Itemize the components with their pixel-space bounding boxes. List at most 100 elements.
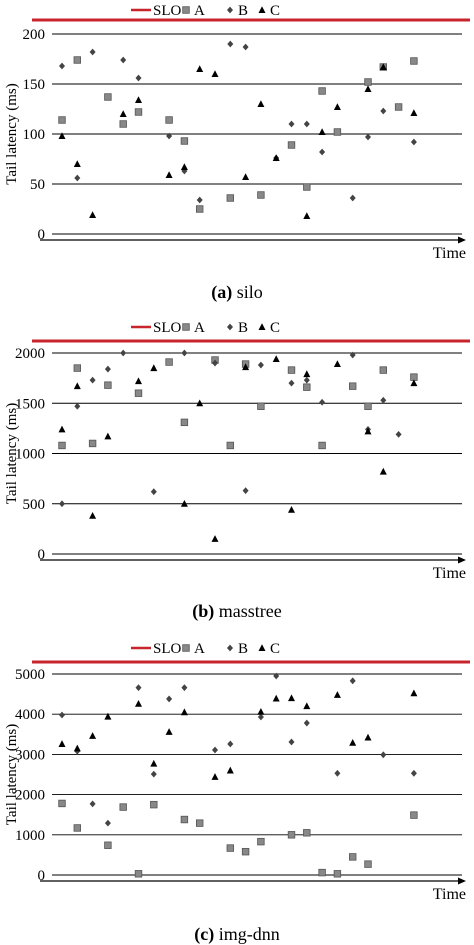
data-point	[288, 379, 295, 387]
legend-label: SLO	[153, 320, 182, 336]
data-point	[380, 751, 387, 759]
legend-triangle-swatch	[258, 323, 266, 330]
data-point	[365, 133, 371, 141]
data-point	[88, 439, 97, 448]
series-C	[58, 63, 418, 219]
data-point	[89, 211, 97, 218]
data-point	[410, 769, 417, 777]
caption: (c) img-dnn	[194, 924, 279, 945]
data-point	[333, 870, 342, 878]
data-point	[257, 707, 265, 715]
legend-label: B	[238, 641, 248, 657]
data-point	[73, 824, 81, 832]
data-point	[318, 87, 326, 95]
data-point	[257, 837, 265, 846]
data-point	[73, 56, 81, 64]
data-point	[318, 128, 326, 135]
data-point	[212, 359, 218, 367]
legend-label: A	[194, 320, 205, 336]
x-axis-arrow	[458, 877, 466, 885]
data-point	[181, 349, 188, 357]
data-point	[303, 120, 310, 128]
data-point	[257, 361, 264, 369]
data-point	[150, 364, 158, 372]
legend-label: A	[194, 641, 205, 657]
y-tick-label: 0	[38, 547, 46, 563]
data-point	[303, 719, 310, 727]
series-A	[58, 356, 418, 450]
data-point	[242, 43, 249, 51]
data-point	[380, 107, 387, 115]
data-point	[165, 728, 173, 735]
data-point	[89, 800, 96, 808]
data-point	[257, 100, 265, 107]
data-point	[150, 800, 158, 809]
data-point	[303, 383, 311, 391]
data-point	[333, 360, 341, 368]
x-axis-label: Time	[433, 886, 466, 903]
data-point	[288, 694, 295, 702]
legend-label: B	[238, 320, 248, 336]
data-point	[241, 847, 250, 856]
data-point	[349, 738, 357, 746]
data-point	[211, 70, 219, 77]
data-point	[150, 488, 157, 496]
data-point	[379, 366, 387, 374]
data-point	[89, 48, 96, 56]
data-point	[333, 691, 341, 698]
data-point	[318, 441, 326, 450]
data-point	[380, 396, 387, 404]
legend-triangle-swatch	[258, 644, 266, 651]
series-C	[58, 355, 418, 542]
data-point	[104, 365, 111, 373]
data-point	[180, 708, 188, 716]
legend-label: C	[270, 320, 280, 336]
data-point	[334, 769, 341, 777]
data-point	[303, 370, 311, 378]
caption-letter: (b)	[192, 601, 214, 622]
caption-text: silo	[232, 282, 263, 302]
legend-label: A	[194, 3, 205, 19]
data-point	[120, 56, 127, 64]
data-point	[119, 120, 127, 128]
data-point	[379, 63, 387, 70]
data-point	[89, 512, 97, 519]
caption-text: masstree	[214, 601, 281, 621]
data-point	[58, 740, 66, 747]
data-point	[135, 74, 142, 82]
data-point	[272, 154, 280, 161]
y-axis-label: Tail latency (ms)	[4, 83, 20, 184]
data-point	[319, 148, 326, 156]
data-point	[364, 85, 372, 92]
data-point	[180, 499, 188, 507]
data-point	[166, 695, 173, 703]
data-point	[410, 109, 418, 116]
data-point	[226, 766, 234, 774]
caption-letter: (a)	[211, 282, 232, 303]
legend-square-swatch	[182, 644, 190, 652]
y-tick-label: 1000	[15, 828, 45, 844]
data-point	[181, 684, 188, 692]
caption-text: img-dnn	[214, 924, 280, 944]
data-point	[135, 684, 142, 692]
legend-diamond-swatch	[227, 644, 233, 652]
data-point	[364, 427, 372, 435]
data-point	[58, 116, 66, 124]
caption-letter: (c)	[194, 924, 214, 945]
data-point	[135, 377, 142, 385]
data-point	[104, 712, 112, 720]
data-point	[134, 108, 143, 116]
data-point	[242, 487, 249, 495]
data-point	[287, 366, 296, 374]
data-point	[195, 205, 204, 213]
y-tick-label: 4000	[15, 707, 45, 723]
legend-diamond-swatch	[227, 6, 233, 14]
data-point	[410, 379, 418, 387]
y-tick-label: 5000	[15, 667, 45, 683]
data-point	[303, 212, 311, 219]
y-axis-label: Tail latency (ms)	[4, 403, 20, 504]
data-point	[59, 500, 65, 508]
legend-label: B	[238, 3, 248, 19]
data-point	[333, 103, 341, 110]
legend-diamond-swatch	[227, 323, 233, 331]
